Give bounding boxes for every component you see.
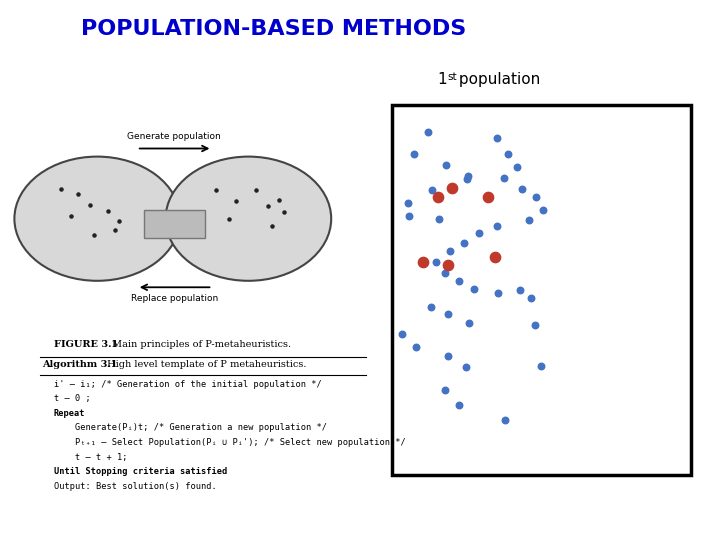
Point xyxy=(514,286,526,294)
Point xyxy=(482,193,494,201)
Point xyxy=(526,294,537,302)
Point xyxy=(459,239,470,247)
Point xyxy=(423,128,434,137)
Point xyxy=(262,202,274,211)
Point xyxy=(442,260,454,269)
Point xyxy=(279,207,290,216)
Point xyxy=(537,205,549,214)
Point xyxy=(464,319,475,327)
Point xyxy=(408,150,420,158)
Circle shape xyxy=(166,157,331,281)
Point xyxy=(210,186,222,194)
Text: st: st xyxy=(447,72,456,82)
Point xyxy=(403,212,415,220)
Point xyxy=(65,212,76,220)
Point xyxy=(491,221,503,230)
Point xyxy=(410,342,422,351)
Text: Memory: Memory xyxy=(156,219,193,228)
Point xyxy=(102,206,114,215)
Point xyxy=(442,352,454,361)
Point xyxy=(230,197,242,205)
Bar xyxy=(392,105,691,475)
Point xyxy=(55,185,67,193)
Text: POPULATION-BASED METHODS: POPULATION-BASED METHODS xyxy=(81,19,467,39)
Point xyxy=(500,416,511,424)
Point xyxy=(109,225,121,234)
Point xyxy=(113,217,125,226)
Point xyxy=(274,195,285,204)
Point xyxy=(433,214,445,223)
Point xyxy=(468,285,480,293)
Text: Main principles of P-metaheuristics.: Main principles of P-metaheuristics. xyxy=(112,340,291,349)
Text: population: population xyxy=(454,72,540,87)
Point xyxy=(88,231,99,239)
Point xyxy=(432,193,444,201)
Point xyxy=(430,258,441,266)
Text: Output: Best solution(s) found.: Output: Best solution(s) found. xyxy=(54,482,217,491)
Point xyxy=(490,252,501,261)
Point xyxy=(441,160,452,169)
Point xyxy=(536,362,547,370)
Text: FIGURE 3.1: FIGURE 3.1 xyxy=(54,340,118,349)
Point xyxy=(516,185,528,193)
Text: Generate population: Generate population xyxy=(127,132,221,141)
Text: Generate(Pᵢ)t; /* Generation a new population */: Generate(Pᵢ)t; /* Generation a new popul… xyxy=(54,423,327,433)
Point xyxy=(460,363,472,372)
Point xyxy=(529,321,541,329)
Text: Repeat: Repeat xyxy=(54,409,86,418)
Point xyxy=(491,133,503,142)
Point xyxy=(84,201,96,210)
Text: Algorithm 3.1: Algorithm 3.1 xyxy=(42,360,117,369)
Text: t – t + 1;: t – t + 1; xyxy=(54,453,127,462)
Point xyxy=(454,401,465,409)
Point xyxy=(439,386,451,394)
FancyBboxPatch shape xyxy=(144,210,205,238)
Point xyxy=(531,193,542,201)
Point xyxy=(402,198,414,207)
Text: 1: 1 xyxy=(438,72,447,87)
Point xyxy=(511,163,523,172)
Point xyxy=(250,186,261,194)
Point xyxy=(442,310,454,319)
Text: High level template of P metaheuristics.: High level template of P metaheuristics. xyxy=(107,360,306,369)
Circle shape xyxy=(14,157,180,281)
Point xyxy=(492,288,504,297)
Point xyxy=(444,247,456,255)
Point xyxy=(439,268,451,277)
Point xyxy=(454,276,465,285)
Point xyxy=(498,174,510,183)
Point xyxy=(418,258,429,266)
Text: Until Stopping criteria satisfied: Until Stopping criteria satisfied xyxy=(54,467,228,476)
Point xyxy=(223,214,235,223)
Point xyxy=(473,229,485,238)
Text: Replace population: Replace population xyxy=(130,294,218,303)
Point xyxy=(461,175,472,184)
Point xyxy=(266,221,278,230)
Point xyxy=(425,302,436,311)
Point xyxy=(396,329,408,338)
Point xyxy=(72,190,84,199)
Text: Pₜ₊₁ – Select Population(Pᵢ ∪ Pᵢ'); /* Select new population */: Pₜ₊₁ – Select Population(Pᵢ ∪ Pᵢ'); /* S… xyxy=(54,438,406,447)
Point xyxy=(446,184,458,192)
Text: t – 0 ;: t – 0 ; xyxy=(54,394,91,403)
Point xyxy=(462,171,474,180)
Point xyxy=(523,216,535,225)
Point xyxy=(502,150,513,158)
Point xyxy=(426,186,438,194)
Text: i' – i₁; /* Generation of the initial population */: i' – i₁; /* Generation of the initial po… xyxy=(54,380,322,389)
